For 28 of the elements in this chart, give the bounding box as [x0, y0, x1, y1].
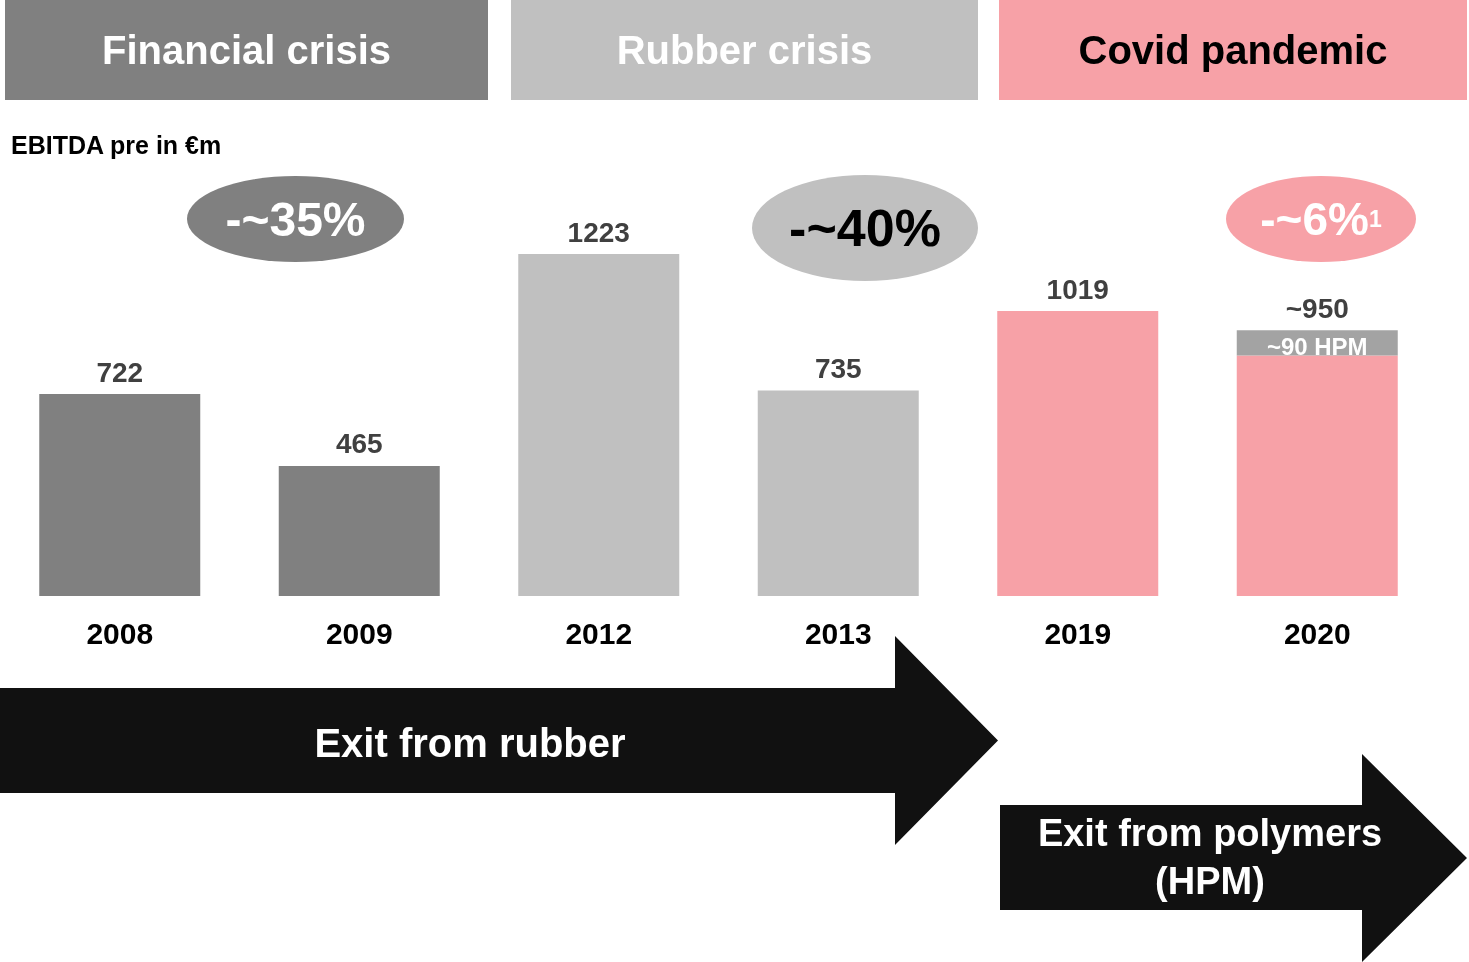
- data-label: ~90 HPM: [1266, 332, 1368, 360]
- x-tick-label: 2013: [804, 616, 872, 650]
- bar: [1236, 355, 1398, 596]
- x-tick-label: 2012: [565, 616, 633, 650]
- total-label: 1019: [1046, 273, 1109, 305]
- text: Exit from polymers (HPM): [1036, 811, 1384, 904]
- text: Exit from rubber: [313, 720, 627, 767]
- total-label: 465: [335, 428, 383, 460]
- text: Rubber crisis: [511, 0, 978, 100]
- x-tick-label: 2019: [1044, 616, 1112, 650]
- total-label: 722: [96, 356, 144, 388]
- bar: [518, 254, 680, 596]
- text: Financial crisis: [5, 0, 488, 100]
- text: -~35%: [187, 176, 404, 262]
- x-tick-label: 2009: [325, 616, 393, 650]
- x-tick-label: 2008: [86, 616, 154, 650]
- bar: [757, 390, 919, 596]
- x-tick-label: 2020: [1283, 616, 1351, 650]
- bar: [278, 465, 440, 596]
- total-label: 735: [814, 352, 862, 384]
- annotation: -~40%: [752, 175, 978, 281]
- chart-title: EBITDA pre in €m: [11, 131, 222, 160]
- text: -~6%$^{1}$: [1226, 176, 1416, 262]
- total-label: 1223: [567, 216, 630, 248]
- total-label: ~950: [1285, 292, 1349, 324]
- bar: [997, 311, 1159, 596]
- text: Covid pandemic: [999, 0, 1467, 100]
- bar: [39, 394, 201, 596]
